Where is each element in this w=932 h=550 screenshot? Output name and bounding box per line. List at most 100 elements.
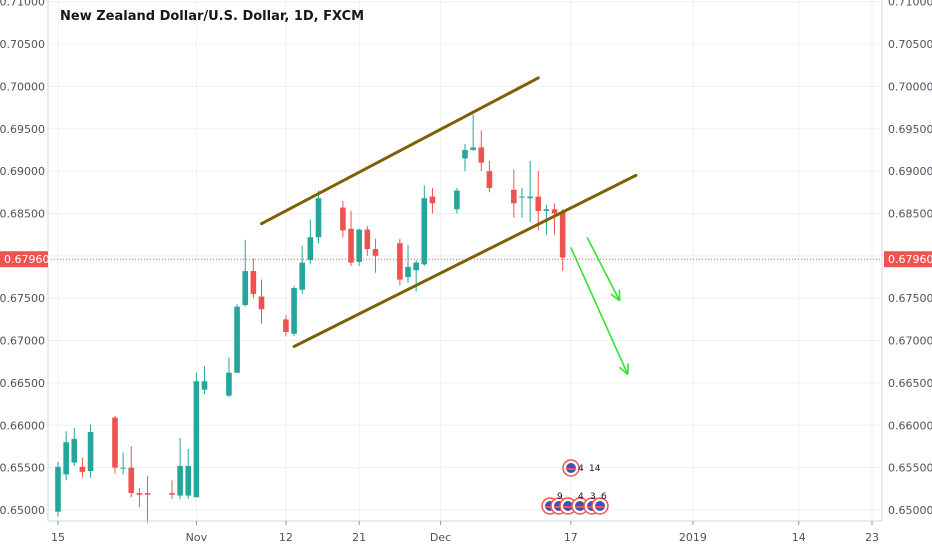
candle-body — [242, 271, 249, 305]
candle-body — [128, 467, 135, 494]
candle-up — [470, 114, 476, 151]
candle-body — [120, 467, 126, 469]
arrow-shaft — [586, 236, 621, 302]
candle-up — [307, 219, 314, 265]
candle-body — [413, 262, 419, 271]
y-tick-label-right: 0.71000 — [888, 0, 932, 9]
current-price-label: 0.67960 — [4, 253, 50, 266]
candle-body — [356, 229, 362, 262]
x-tick-label: 14 — [792, 531, 806, 544]
event-flag-icon — [591, 497, 609, 515]
projection-arrow — [586, 236, 621, 302]
candle-down — [340, 200, 346, 238]
event-stripe — [545, 506, 555, 508]
candle-body — [315, 198, 322, 238]
candle-down — [372, 238, 379, 273]
y-tick-label-left: 0.66500 — [0, 377, 45, 390]
candle-body — [519, 196, 525, 198]
candle-down — [364, 226, 371, 256]
channel-lower-line — [292, 173, 638, 348]
y-tick-label-right: 0.69000 — [888, 165, 932, 178]
event-count: 4 — [578, 492, 584, 502]
candle-down — [397, 238, 403, 286]
candle-up — [185, 448, 192, 499]
y-tick-label-right: 0.67500 — [888, 292, 932, 305]
candle-body — [250, 271, 257, 294]
y-tick-label-left: 0.65000 — [0, 504, 45, 517]
y-tick-label-left: 0.67000 — [0, 335, 45, 348]
candle-body — [87, 432, 94, 472]
x-tick-label: Dec — [430, 531, 451, 544]
candle-body — [405, 266, 411, 278]
candle-down — [551, 203, 558, 235]
current-price-tag-right: 0.67960 — [884, 251, 932, 268]
candle-body — [340, 207, 346, 231]
candle-down — [559, 209, 566, 272]
event-stripe — [575, 506, 585, 508]
candle-body — [291, 288, 297, 334]
candle-up — [55, 461, 61, 517]
chart-title: New Zealand Dollar/U.S. Dollar, 1D, FXCM — [60, 9, 365, 24]
economic-events[interactable]: 4 149 4 3 6 — [541, 459, 609, 515]
candle-body — [535, 196, 542, 211]
candle-body — [551, 209, 558, 214]
candle-up — [193, 372, 200, 498]
y-tick-label-right: 0.66000 — [888, 419, 932, 432]
current-price-label: 0.67960 — [888, 253, 932, 266]
candle-up — [242, 239, 249, 307]
y-tick-label-left: 0.70000 — [0, 80, 45, 93]
channel-upper-line — [260, 76, 540, 226]
event-stripe — [566, 468, 576, 470]
event-count: 4 — [578, 464, 584, 474]
y-tick-label-right: 0.69500 — [888, 123, 932, 136]
current-price-tags: 0.67960 0.67960 — [0, 251, 932, 268]
candle-up — [201, 365, 208, 394]
candle-body — [462, 149, 468, 159]
price-tag-bg — [0, 251, 48, 268]
candle-up — [299, 245, 305, 294]
event-count: 6 — [601, 492, 607, 502]
candle-body — [478, 147, 485, 163]
candle-body — [421, 198, 428, 265]
candle-body — [527, 196, 533, 199]
event-stripe — [563, 506, 573, 508]
candle-up — [356, 228, 362, 267]
arrow-shaft — [570, 247, 629, 375]
event-group-upper: 4 14 — [562, 459, 601, 477]
candle-down — [348, 210, 354, 267]
candle-up — [315, 190, 322, 244]
candle-down — [535, 171, 542, 231]
candle-up — [226, 357, 232, 398]
candle-body — [397, 243, 403, 280]
y-tick-label-left: 0.65500 — [0, 462, 45, 475]
left-price-axis[interactable]: 0.71000 0.70500 0.70000 0.69500 0.69000 0.685… — [0, 0, 45, 517]
y-tick-label-left: 0.66000 — [0, 419, 45, 432]
y-tick-label-left: 0.69500 — [0, 123, 45, 136]
candle-down — [250, 258, 257, 299]
candle-down — [169, 480, 175, 499]
candle-body — [307, 237, 314, 261]
candle-down — [144, 476, 151, 523]
y-tick-label-left: 0.71000 — [0, 0, 45, 9]
candle-up — [120, 452, 126, 475]
time-axis[interactable]: 15 Nov 12 21 Dec 17 2019 14 23 — [48, 520, 882, 544]
candle-body — [226, 372, 232, 396]
candle-body — [364, 229, 371, 250]
candle-body — [185, 465, 192, 496]
y-tick-label-right: 0.70500 — [888, 38, 932, 51]
candle-body — [79, 466, 86, 472]
price-tag-bg — [884, 251, 932, 268]
candle-body — [112, 417, 118, 468]
candle-body — [372, 249, 379, 256]
candle-up — [234, 304, 240, 373]
candle-up — [519, 188, 525, 218]
candle-body — [55, 466, 61, 512]
candle-body — [177, 465, 183, 496]
candle-down — [128, 446, 135, 498]
candle-body — [169, 493, 175, 495]
candle-body — [71, 438, 78, 463]
x-tick-label: Nov — [186, 531, 208, 544]
candle-body — [348, 228, 354, 263]
candle-up — [177, 437, 183, 499]
